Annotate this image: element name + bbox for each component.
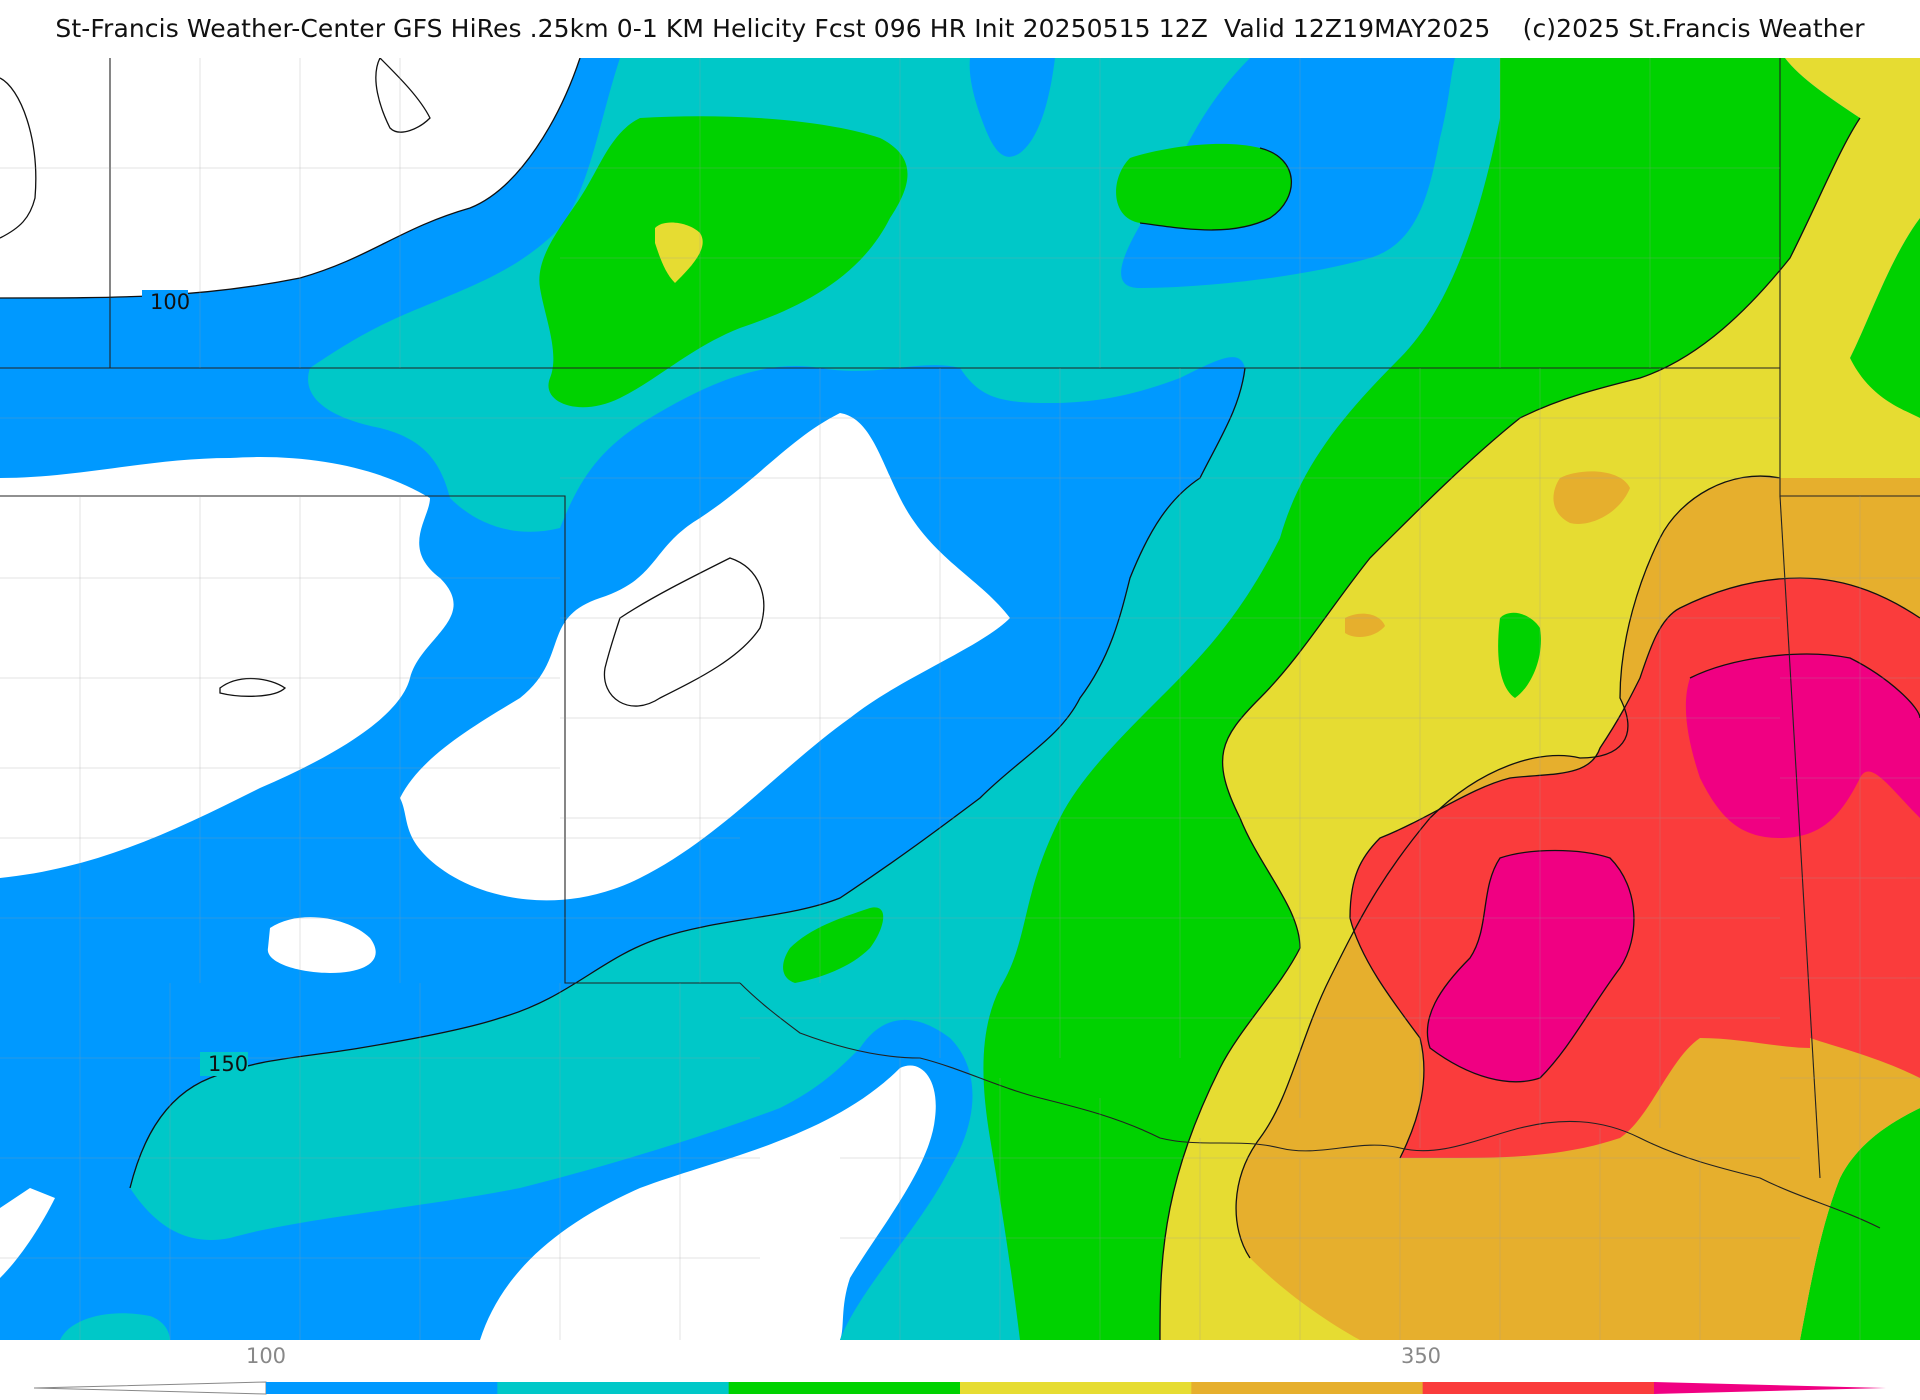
field-above-400-south [1427,850,1634,1082]
contour-line-green-outer [1159,117,1861,1340]
field-below-100-sw-corner [0,1188,55,1278]
colorbar-bin-350-400 [1422,1382,1655,1394]
field-below-100-center [400,413,1010,901]
contour-line-150 [129,367,1246,1189]
colorbar-arrow-right [1654,1382,1886,1394]
field-200-250-north [539,116,908,408]
contour-line-center-loop [603,557,765,707]
colorbar-bin-100-150 [266,1382,498,1394]
field-250-300-north [655,222,703,283]
contour-line-magenta-east [1689,653,1920,719]
field-200-250-northeast [983,58,1860,1340]
contour-line-100-north [0,58,581,299]
field-200-250-center-islet [783,907,884,983]
colorbar-bin-250-300 [960,1382,1192,1394]
field-above-400-east [1685,654,1920,838]
colorbar-bin-300-350 [1191,1382,1424,1394]
boundary-red-river [739,982,1881,1229]
field-150-200-south [60,1313,170,1340]
field-200-250-islet-east [1498,612,1541,698]
field-300-350-islet-a [1553,471,1630,524]
contour-line-west-arc [0,77,37,239]
contour-line-orange [1235,475,1781,1259]
map-title: St-Francis Weather-Center GFS HiRes .25k… [0,14,1920,43]
contour-label-100: 100 [150,290,190,314]
colorbar-bin-200-250 [728,1382,961,1394]
colorbar-bin-150-200 [497,1382,730,1394]
contour-lines [0,58,1920,1340]
contour-line-red [1349,577,1920,1159]
colorbar-tick-100: 100 [245,1344,287,1368]
contour-line-east-band [1139,147,1293,231]
field-150-200 [130,58,1500,1340]
title-text: St-Francis Weather-Center GFS HiRes .25k… [55,14,1491,43]
contour-line-top-loop [375,58,431,133]
county-lines [0,58,1920,1340]
contour-label-150-bg [200,1052,248,1076]
colorbar-tick-350: 350 [1400,1344,1442,1368]
field-below-100-north [0,58,580,298]
field-100-150-notch [969,58,1055,157]
colorbar-arrow-left [33,1381,267,1395]
field-below-100-south [480,1065,936,1340]
state-boundaries [0,58,1920,1229]
helicity-map: 100 150 [0,58,1920,1340]
boundary-arkansas [1779,495,1821,1179]
contour-label-150: 150 [208,1052,248,1076]
field-300-350-islet-b [1345,613,1385,638]
contour-label-100-bg [142,290,188,314]
field-below-100-islet [267,917,376,973]
field-200-250-eastedge [1850,218,1920,418]
field-below-100-west [0,457,454,878]
contour-line-west-oval [219,677,287,697]
copyright-text: (c)2025 St.Francis Weather [1522,14,1865,43]
colorbar [33,1381,1886,1395]
boundary-oklahoma-north [0,495,740,984]
